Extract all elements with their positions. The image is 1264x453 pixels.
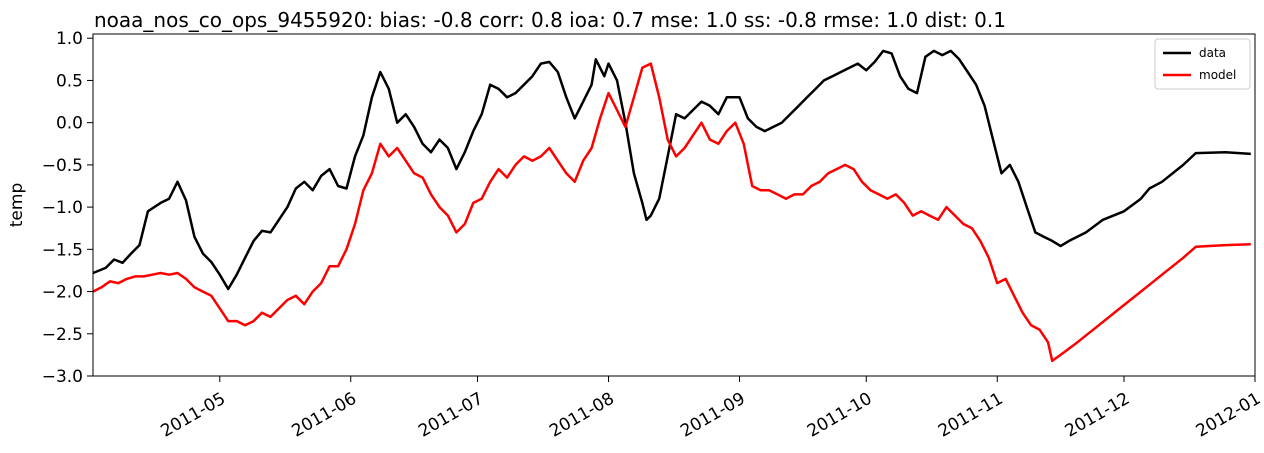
series-line-model	[92, 62, 1251, 363]
x-tick-label: 2011-09	[677, 389, 749, 442]
x-tick-label: 2011-12	[1062, 389, 1134, 442]
y-tick-label: 0.5	[56, 71, 83, 91]
legend: data model	[1154, 38, 1251, 90]
y-tick-label: −1.5	[42, 240, 83, 260]
y-axis-label: temp	[7, 183, 27, 227]
y-axis: 1.0 0.5 0.0 −0.5 −1.0 −1.5 −2.0 −2.5 −3.0	[42, 29, 93, 387]
plot-frame	[92, 33, 1256, 377]
y-tick-label: 0.0	[56, 114, 83, 134]
x-tick-label: 2011-08	[546, 389, 618, 442]
x-tick-label: 2011-05	[158, 389, 230, 442]
y-tick-label: −2.5	[42, 325, 83, 345]
y-tick-label: 1.0	[56, 29, 83, 49]
legend-label-model: model	[1199, 68, 1236, 82]
y-tick-label: −3.0	[42, 367, 83, 387]
series-line-data	[92, 49, 1251, 291]
plot-lines	[92, 49, 1251, 363]
x-tick-label: 2012-01	[1193, 389, 1264, 442]
legend-label-data: data	[1199, 46, 1226, 60]
x-tick-label: 2011-06	[289, 389, 361, 442]
x-tick-label: 2011-10	[804, 389, 876, 442]
y-tick-label: −1.0	[42, 198, 83, 218]
y-tick-label: −0.5	[42, 156, 83, 176]
y-tick-label: −2.0	[42, 283, 83, 303]
x-axis: 2011-05 2011-06 2011-07 2011-08 2011-09 2011-…	[158, 376, 1264, 442]
legend-box	[1154, 38, 1251, 90]
x-tick-label: 2011-07	[415, 389, 487, 442]
chart-title: noaa_nos_co_ops_9455920: bias: -0.8 corr…	[94, 8, 1006, 32]
x-tick-label: 2011-11	[935, 389, 1007, 442]
